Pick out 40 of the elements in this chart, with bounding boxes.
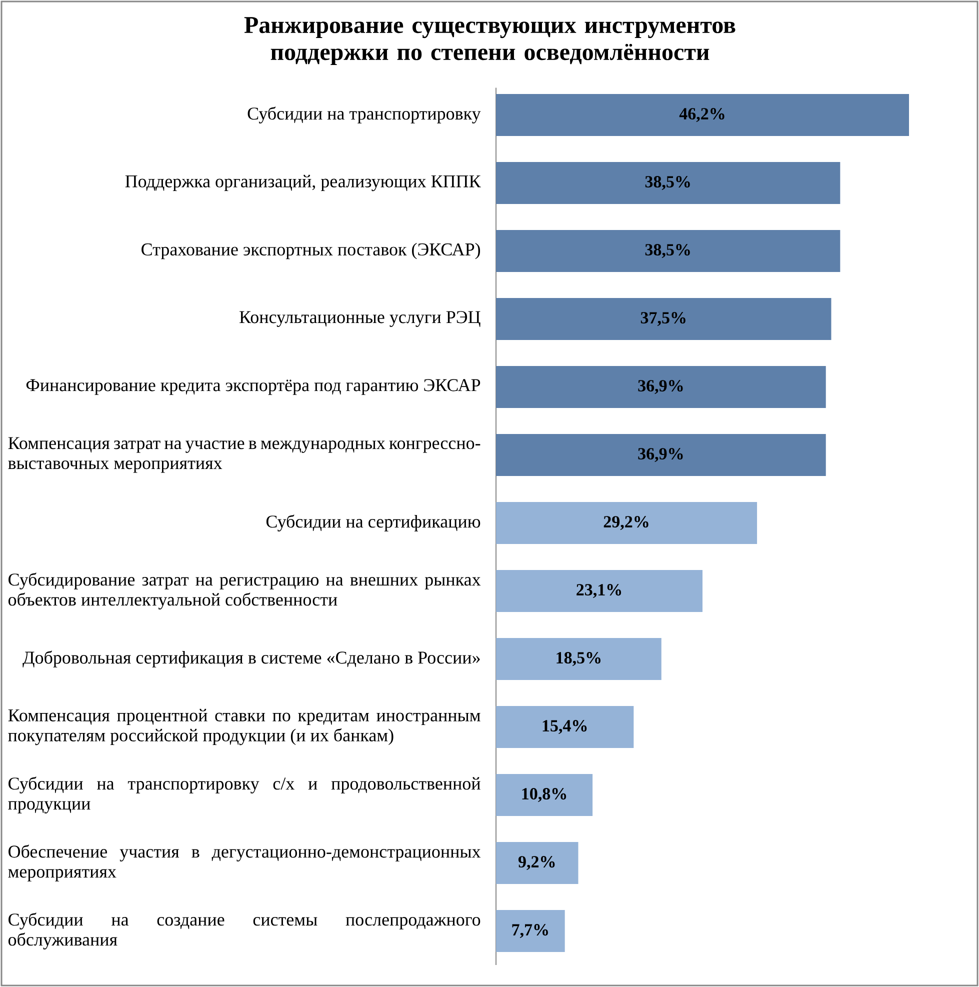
data-label: 46,2% <box>679 108 724 122</box>
data-label: 29,2% <box>604 516 648 530</box>
y-tick-label: Поддержка организаций, реализующих КППК <box>125 174 481 192</box>
bar <box>496 706 634 748</box>
data-label: 37,5% <box>640 312 686 326</box>
bar <box>496 230 840 272</box>
bar <box>496 434 826 476</box>
y-tick-label: Субсидии на сертификацию <box>266 514 480 532</box>
y-tick-label: Обеспечение участия в дегустационно-демонстрационных мероприятиях <box>8 844 481 882</box>
bar <box>496 502 758 544</box>
y-tick-label: Добровольная сертификация в системе «Сделано в России» <box>22 650 480 668</box>
y-tick-label: Компенсация затрат на участие в международных конгрессно-выставочных мероприятиях <box>8 437 480 473</box>
bar <box>496 570 703 612</box>
y-tick-label: Субсидии на транспортировку <box>248 106 481 124</box>
data-label: 15,4% <box>542 720 587 734</box>
data-label: 18,5% <box>556 652 600 666</box>
data-label: 10,8% <box>522 788 566 802</box>
y-tick-label: Финансирование кредита экспортёра под гарантию ЭКСАР <box>26 379 480 395</box>
data-label: 7,7% <box>512 924 548 938</box>
y-tick-label: Консультационные услуги РЭЦ <box>240 311 480 327</box>
data-label: 23,1% <box>576 584 622 598</box>
bar <box>496 366 826 408</box>
bar <box>496 910 565 952</box>
data-label: 36,9% <box>638 380 683 394</box>
bar <box>496 638 662 680</box>
bar <box>496 842 578 884</box>
y-tick-label: Субсидирование затрат на регистрацию на внешних рынках объектов интеллектуальной собственности <box>8 572 481 610</box>
chart-title: Ранжирование существующих инструментов поддержки по степени осведомлённости <box>244 17 736 66</box>
bar <box>496 162 840 204</box>
y-tick-label: Субсидии на транспортировку с/х и продовольственной продукции <box>8 776 480 814</box>
data-label: 9,2% <box>518 856 555 870</box>
bar <box>496 94 910 136</box>
bar <box>496 774 593 816</box>
data-label: 36,9% <box>638 448 683 462</box>
y-tick-label: Компенсация процентной ставки по кредитам иностранным покупателям российской продукции (и их банкам) <box>8 708 480 746</box>
data-label: 38,5% <box>645 244 690 258</box>
bar <box>496 298 832 340</box>
data-label: 38,5% <box>645 176 690 190</box>
y-tick-label: Субсидии на создание системы послепродажного обслуживания <box>8 912 480 950</box>
y-tick-label: Страхование экспортных поставок (ЭКСАР) <box>142 242 480 260</box>
